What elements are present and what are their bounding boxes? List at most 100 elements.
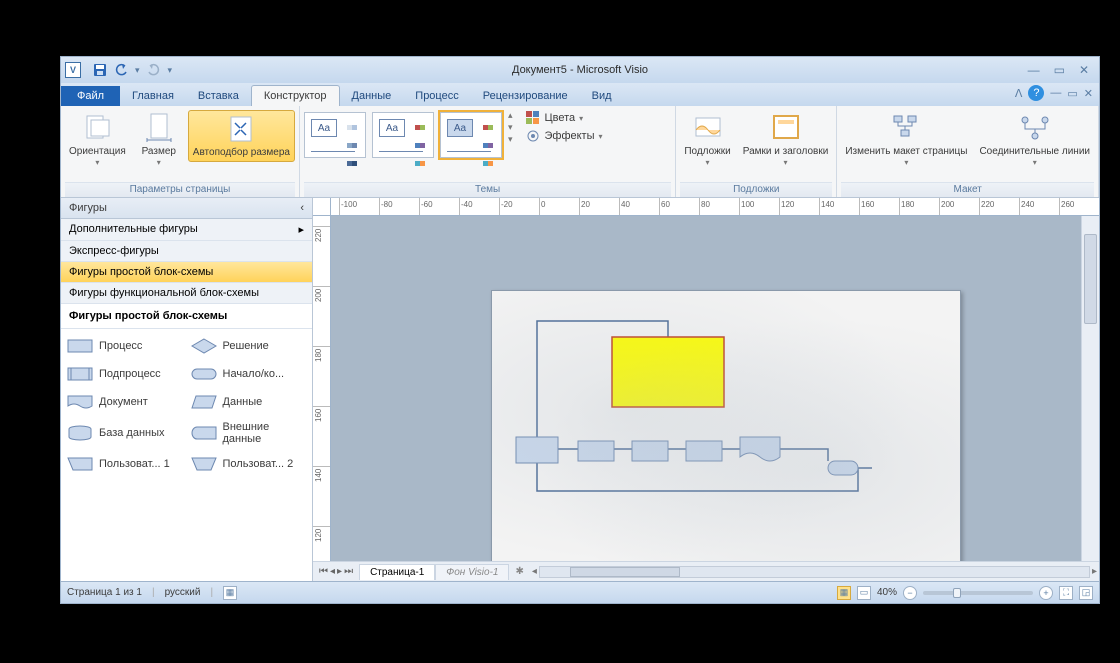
autofit-button[interactable]: Автоподбор размера — [188, 110, 295, 162]
theme-gallery-more-icon[interactable]: ▾ — [508, 134, 513, 145]
stencil-shape[interactable]: Пользоват... 1 — [65, 451, 185, 477]
tab-review[interactable]: Рецензирование — [471, 86, 580, 106]
tab-design[interactable]: Конструктор — [251, 85, 340, 106]
connectors-button[interactable]: Соединительные линии▾ — [975, 110, 1094, 170]
drawing-page[interactable] — [491, 290, 961, 561]
tab-view[interactable]: Вид — [580, 86, 624, 106]
view-full-icon[interactable]: ▭ — [857, 586, 871, 600]
status-language[interactable]: русский — [165, 587, 201, 598]
tab-data[interactable]: Данные — [340, 86, 404, 106]
scrollbar-thumb[interactable] — [1084, 234, 1097, 324]
mdi-restore-icon[interactable]: ▭ — [1067, 87, 1077, 100]
pan-zoom-icon[interactable]: ◲ — [1079, 586, 1093, 600]
app-icon[interactable]: V — [65, 62, 81, 78]
stencil-shape[interactable]: Процесс — [65, 333, 185, 359]
tab-file[interactable]: Файл — [61, 86, 120, 106]
size-label: Размер — [142, 146, 176, 158]
save-icon[interactable] — [91, 61, 109, 79]
quick-shapes-row[interactable]: Экспресс-фигуры — [61, 241, 312, 262]
work-area: Фигуры ‹ Дополнительные фигуры ▸ Экспрес… — [61, 198, 1099, 581]
qat-more-icon[interactable]: ▾ — [166, 65, 173, 76]
title-bar: V ▾ ▾ Документ5 - Microsoft Visio — ▭ ✕ — [61, 57, 1099, 83]
stencil-shape[interactable]: База данных — [65, 417, 185, 449]
stencil-shape[interactable]: Начало/ко... — [189, 361, 309, 387]
ribbon-minimize-icon[interactable]: ᐱ — [1015, 87, 1023, 100]
ribbon-group-themes: AaAaAa ▴ ▾ ▾ Цвета▾ Эффекты▾ — [300, 106, 676, 197]
backgrounds-button[interactable]: Подложки▾ — [680, 110, 734, 170]
horizontal-scrollbar[interactable]: ◂ ▸ — [530, 566, 1099, 578]
theme-thumb[interactable]: Aa — [304, 112, 366, 158]
undo-icon[interactable] — [113, 61, 131, 79]
shapes-header-label: Фигуры — [69, 202, 107, 214]
stencil-shape[interactable]: Решение — [189, 333, 309, 359]
stencil-shape[interactable]: Документ — [65, 389, 185, 415]
tab-process[interactable]: Процесс — [403, 86, 470, 106]
orientation-button[interactable]: Ориентация▾ — [65, 110, 130, 170]
collapse-icon[interactable]: ‹ — [300, 202, 304, 214]
new-page-icon[interactable]: ✱ — [509, 566, 529, 577]
h-scrollbar-thumb[interactable] — [570, 567, 680, 577]
page-tab-2[interactable]: Фон Visio-1 — [435, 564, 509, 580]
page-tab-1[interactable]: Страница-1 — [359, 564, 435, 580]
zoom-out-icon[interactable]: − — [903, 586, 917, 600]
theme-gallery-up-icon[interactable]: ▴ — [508, 110, 513, 121]
undo-dropdown-icon[interactable]: ▾ — [135, 65, 140, 76]
stencil-shape[interactable]: Подпроцесс — [65, 361, 185, 387]
tab-insert[interactable]: Вставка — [186, 86, 251, 106]
stencil-shape[interactable]: Пользоват... 2 — [189, 451, 309, 477]
scroll-right-icon[interactable]: ▸ — [1092, 566, 1097, 577]
functional-flowchart-label: Фигуры функциональной блок-схемы — [69, 287, 259, 299]
ribbon-group-layout: Изменить макет страницы▾ Соединительные … — [837, 106, 1099, 197]
maximize-icon[interactable]: ▭ — [1054, 63, 1065, 77]
mdi-min-icon[interactable]: — — [1050, 87, 1061, 99]
stencil-shape[interactable]: Данные — [189, 389, 309, 415]
first-page-icon[interactable]: ⏮ — [319, 566, 328, 577]
prev-page-icon[interactable]: ◂ — [330, 566, 335, 577]
zoom-in-icon[interactable]: + — [1039, 586, 1053, 600]
minimize-icon[interactable]: — — [1028, 63, 1040, 77]
theme-gallery-down-icon[interactable]: ▾ — [508, 122, 513, 133]
borders-icon — [770, 112, 802, 144]
next-page-icon[interactable]: ▸ — [337, 566, 342, 577]
basic-flowchart-row[interactable]: Фигуры простой блок-схемы — [61, 262, 312, 283]
zoom-value[interactable]: 40% — [877, 587, 897, 598]
last-page-icon[interactable]: ⏭ — [344, 566, 353, 577]
shapes-pane-header[interactable]: Фигуры ‹ — [61, 198, 312, 219]
theme-thumb[interactable]: Aa — [372, 112, 434, 158]
quick-access-toolbar: V ▾ ▾ — [61, 61, 172, 79]
theme-colors-button[interactable]: Цвета▾ — [522, 110, 606, 126]
mdi-close-icon[interactable]: ✕ — [1084, 87, 1093, 100]
shapes-pane: Фигуры ‹ Дополнительные фигуры ▸ Экспрес… — [61, 198, 313, 581]
view-normal-icon[interactable]: ▦ — [837, 586, 851, 600]
theme-thumb[interactable]: Aa — [440, 112, 502, 158]
flowchart-diagram — [492, 291, 962, 561]
fit-window-icon[interactable]: ⛶ — [1059, 586, 1073, 600]
functional-flowchart-row[interactable]: Фигуры функциональной блок-схемы — [61, 283, 312, 304]
drawing-surface[interactable] — [331, 216, 1081, 561]
zoom-slider[interactable] — [923, 591, 1033, 595]
redo-icon[interactable] — [144, 61, 162, 79]
borders-titles-button[interactable]: Рамки и заголовки▾ — [739, 110, 833, 170]
macro-icon[interactable]: ▦ — [223, 586, 237, 600]
size-icon — [143, 112, 175, 144]
vertical-scrollbar[interactable] — [1081, 216, 1099, 561]
ribbon-group-page-setup: Ориентация▾ Размер▾ Автоподбор размера П… — [61, 106, 300, 197]
connectors-icon — [1019, 112, 1051, 144]
orientation-label: Ориентация — [69, 146, 126, 158]
help-icon[interactable]: ? — [1028, 85, 1044, 101]
zoom-knob[interactable] — [953, 588, 961, 598]
size-button[interactable]: Размер▾ — [134, 110, 184, 170]
borders-label: Рамки и заголовки — [743, 146, 829, 158]
palette-icon — [526, 111, 540, 125]
theme-effects-button[interactable]: Эффекты▾ — [522, 128, 606, 144]
ribbon-tabstrip: Файл Главная Вставка Конструктор Данные … — [61, 83, 1099, 106]
close-icon[interactable]: ✕ — [1079, 63, 1089, 77]
theme-gallery[interactable]: AaAaAa — [304, 110, 502, 158]
relayout-button[interactable]: Изменить макет страницы▾ — [841, 110, 971, 170]
canvas-area: -100-80-60-40-20020406080100120140160180… — [313, 198, 1099, 581]
scroll-left-icon[interactable]: ◂ — [532, 566, 537, 577]
more-shapes-row[interactable]: Дополнительные фигуры ▸ — [61, 219, 312, 241]
tab-home[interactable]: Главная — [120, 86, 186, 106]
stencil-shape[interactable]: Внешние данные — [189, 417, 309, 449]
autofit-label: Автоподбор размера — [193, 147, 290, 159]
